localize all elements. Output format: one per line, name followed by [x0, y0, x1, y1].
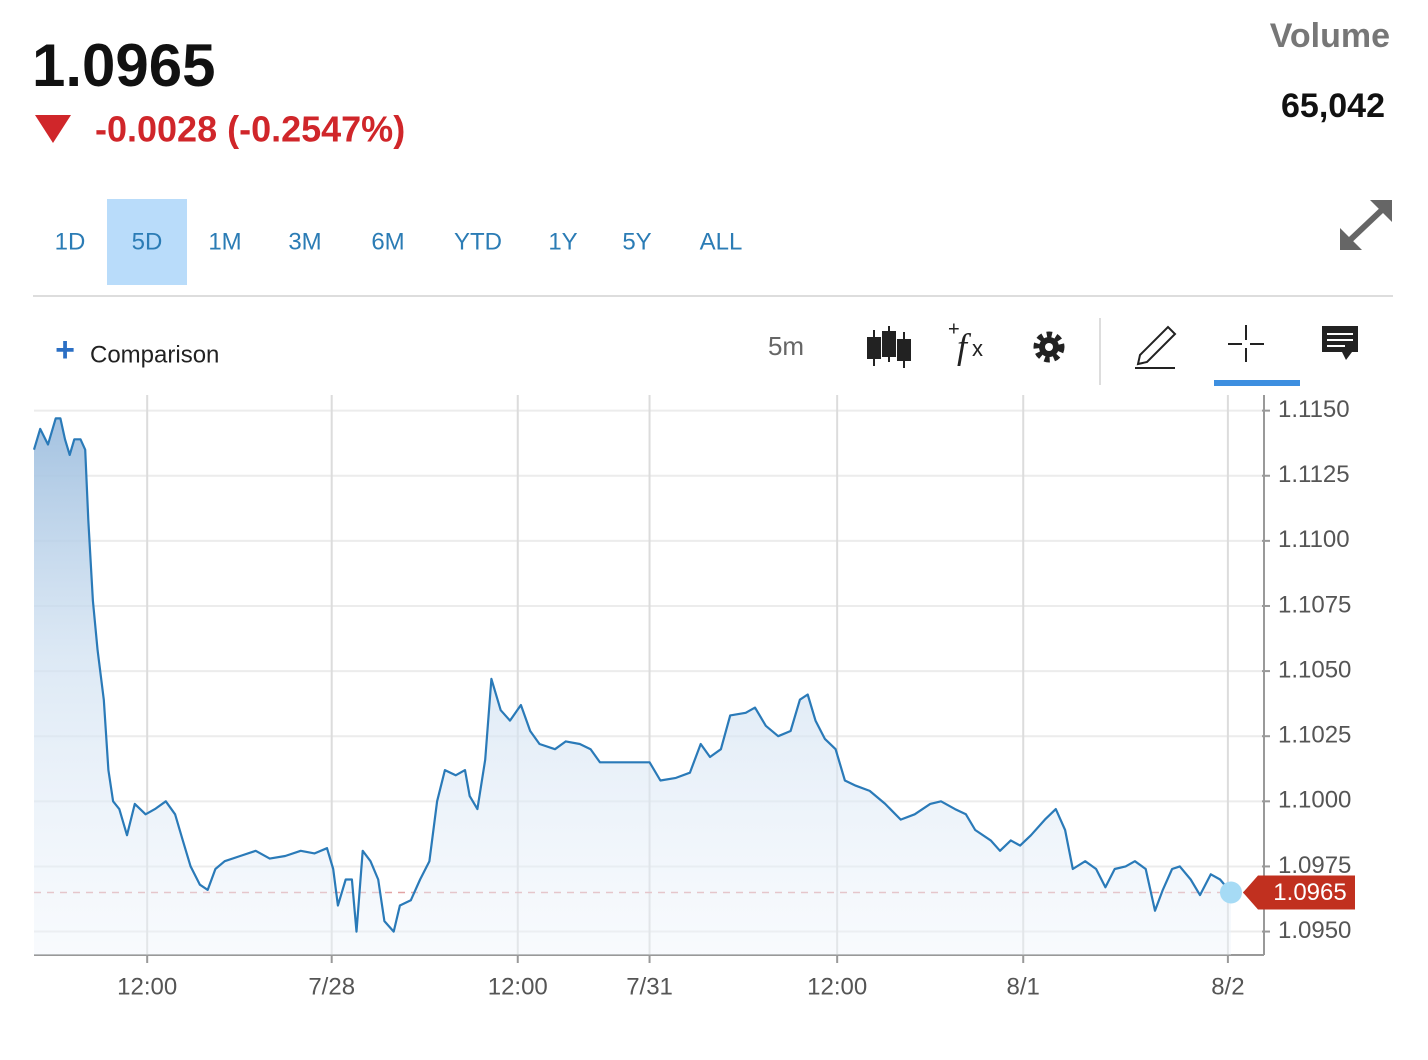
y-tick-label: 1.0975: [1278, 852, 1351, 879]
x-tick-label: 8/2: [1211, 973, 1244, 1000]
volume-label: Volume: [1270, 17, 1390, 55]
x-tick-label: 12:00: [117, 973, 177, 1000]
range-tabs: 1D 5D 1M 3M 6M YTD 1Y 5Y ALL: [55, 199, 743, 285]
y-tick-label: 1.1125: [1278, 461, 1350, 488]
x-tick-label: 12:00: [488, 973, 548, 1000]
candle-icon[interactable]: [867, 326, 911, 368]
range-tab[interactable]: ALL: [700, 228, 743, 255]
volume-value: 65,042: [1281, 87, 1385, 125]
price: 1.0965: [32, 32, 216, 99]
down-arrow: [35, 115, 71, 143]
range-tab[interactable]: 5Y: [622, 228, 651, 255]
range-tab[interactable]: 6M: [371, 228, 404, 255]
chart: 1.0950 1.0975 1.1000 1.1025 1.1050 1.1075 1.11…: [32, 395, 1355, 1000]
area: [34, 418, 1231, 955]
range-tab[interactable]: 3M: [288, 228, 321, 255]
last-point: [1219, 881, 1242, 904]
settings-icon[interactable]: [1033, 331, 1065, 363]
comparison-button[interactable]: + Comparison: [55, 331, 219, 369]
fx-x: x: [972, 336, 983, 361]
interval[interactable]: 5m: [768, 331, 804, 361]
x-tick-label: 12:00: [807, 973, 867, 1000]
price-change: -0.0028 (-0.2547%): [95, 109, 405, 150]
active-tab-bg: [107, 199, 187, 285]
range-tab[interactable]: 1Y: [548, 228, 577, 255]
draw-icon[interactable]: [1135, 325, 1177, 369]
range-tab[interactable]: YTD: [454, 228, 502, 255]
x-tick-label: 7/28: [308, 973, 355, 1000]
expand-icon[interactable]: [1340, 200, 1392, 250]
y-tick-label: 1.0950: [1278, 917, 1351, 944]
y-tick-label: 1.1025: [1278, 722, 1351, 749]
y-tick-label: 1.1100: [1278, 526, 1350, 553]
y-tick-label: 1.1000: [1278, 787, 1351, 814]
y-tick-label: 1.1150: [1278, 396, 1350, 423]
indicator-icon[interactable]: + f x: [948, 318, 983, 366]
range-tab[interactable]: 1M: [208, 228, 241, 255]
y-tick-label: 1.1075: [1278, 591, 1351, 618]
price-line: [32, 417, 1232, 933]
fx-f: f: [957, 326, 972, 366]
comparison-label: Comparison: [90, 341, 219, 368]
y-tick-label: 1.1050: [1278, 656, 1351, 683]
crosshair-icon[interactable]: [1228, 325, 1264, 362]
price-tag-label: 1.0965: [1273, 879, 1346, 906]
comment-icon[interactable]: [1322, 326, 1358, 360]
x-tick-label: 8/1: [1007, 973, 1040, 1000]
x-tick-label: 7/31: [626, 973, 673, 1000]
active-tool-underline: [1214, 380, 1300, 386]
range-tab[interactable]: 5D: [132, 228, 163, 255]
fx-plus: +: [948, 318, 960, 340]
price-tag: [1243, 875, 1355, 910]
range-tab[interactable]: 1D: [55, 228, 86, 255]
plus-icon: +: [55, 331, 75, 369]
